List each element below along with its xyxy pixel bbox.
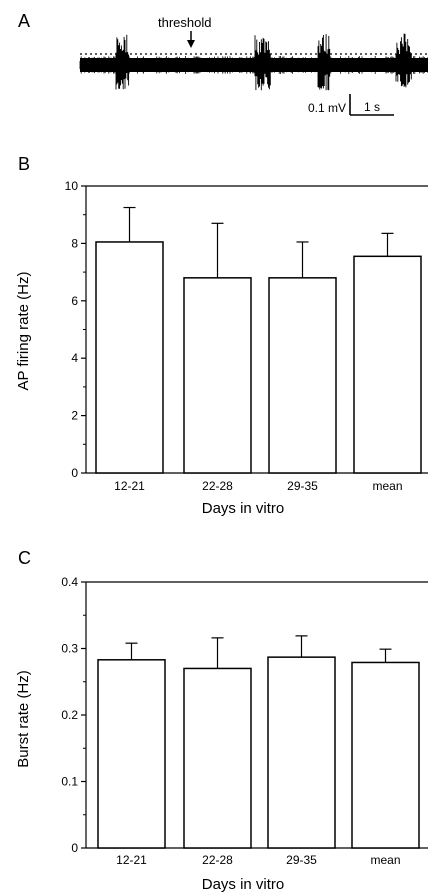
chart-c-y-title: Burst rate (Hz) [15,670,32,768]
x-tick-label-mean: mean [370,853,400,867]
chart-c-error-bars [125,635,392,669]
y-tick-label: 0.3 [61,642,78,656]
x-tick-label-12-21: 12-21 [116,853,147,867]
chart-c-x-tick-labels: 12-21 22-28 29-35 mean [116,853,400,867]
x-tick-label-12-21: 12-21 [114,479,145,493]
bar-29-35 [267,656,336,849]
y-tick-label: 0 [71,841,78,855]
x-tick-label-mean: mean [372,479,402,493]
chart-b-x-title: Days in vitro [202,500,285,517]
x-tick-label-29-35: 29-35 [287,479,318,493]
y-tick-label: 8 [71,236,78,250]
panel-b-letter: B [18,154,30,174]
bar-12-21 [95,241,164,474]
bar-mean [353,255,422,474]
chart-c-y-ticks: 0 0.1 0.2 0.3 0.4 [61,575,86,855]
bar-29-35 [268,277,337,474]
chart-b-error-bars [123,206,394,278]
chart-c-x-title: Days in vitro [202,876,285,893]
recording-trace [79,33,428,91]
y-tick-label: 0 [71,466,78,480]
x-tick-label-22-28: 22-28 [202,479,233,493]
x-tick-label-22-28: 22-28 [202,853,233,867]
y-tick-label: 4 [71,351,78,365]
panel-c-letter: C [18,548,31,568]
chart-b-x-tick-labels: 12-21 22-28 29-35 mean [114,479,402,493]
bar-mean [351,661,420,849]
panel-a-letter: A [18,11,30,31]
chart-b-y-title: AP firing rate (Hz) [15,272,32,391]
chart-b: B 0 2 4 6 8 10 12-21 22-28 29-35 mean Days in vi… [15,154,428,517]
trace-burst-1 [115,34,130,90]
threshold-arrow [187,31,195,48]
bar-22-28 [183,277,252,474]
y-tick-label: 10 [65,179,79,193]
chart-b-y-ticks: 0 2 4 6 8 10 [65,179,86,480]
y-tick-label: 2 [71,409,78,423]
y-tick-label: 0.2 [61,708,78,722]
trace-burst-4 [395,33,412,88]
trace-burst-3 [317,34,331,91]
bar-12-21 [97,659,166,849]
y-tick-label: 0.1 [61,775,78,789]
threshold-label: threshold [158,15,211,30]
scale-time-label: 1 s [364,100,380,114]
y-tick-label: 0.4 [61,575,78,589]
chart-c-bars [97,656,420,849]
y-tick-label: 6 [71,294,78,308]
panel-a: A threshold 0.1 mV 1 s [18,11,428,116]
chart-c: C 0 0.1 0.2 0.3 0.4 12-21 22-28 29-35 mean Days… [15,548,428,893]
chart-b-bars [95,241,422,474]
trace-burst-2 [254,35,271,91]
scale-bar [349,94,394,116]
bar-22-28 [183,667,252,849]
x-tick-label-29-35: 29-35 [286,853,317,867]
scale-voltage-label: 0.1 mV [308,101,346,115]
